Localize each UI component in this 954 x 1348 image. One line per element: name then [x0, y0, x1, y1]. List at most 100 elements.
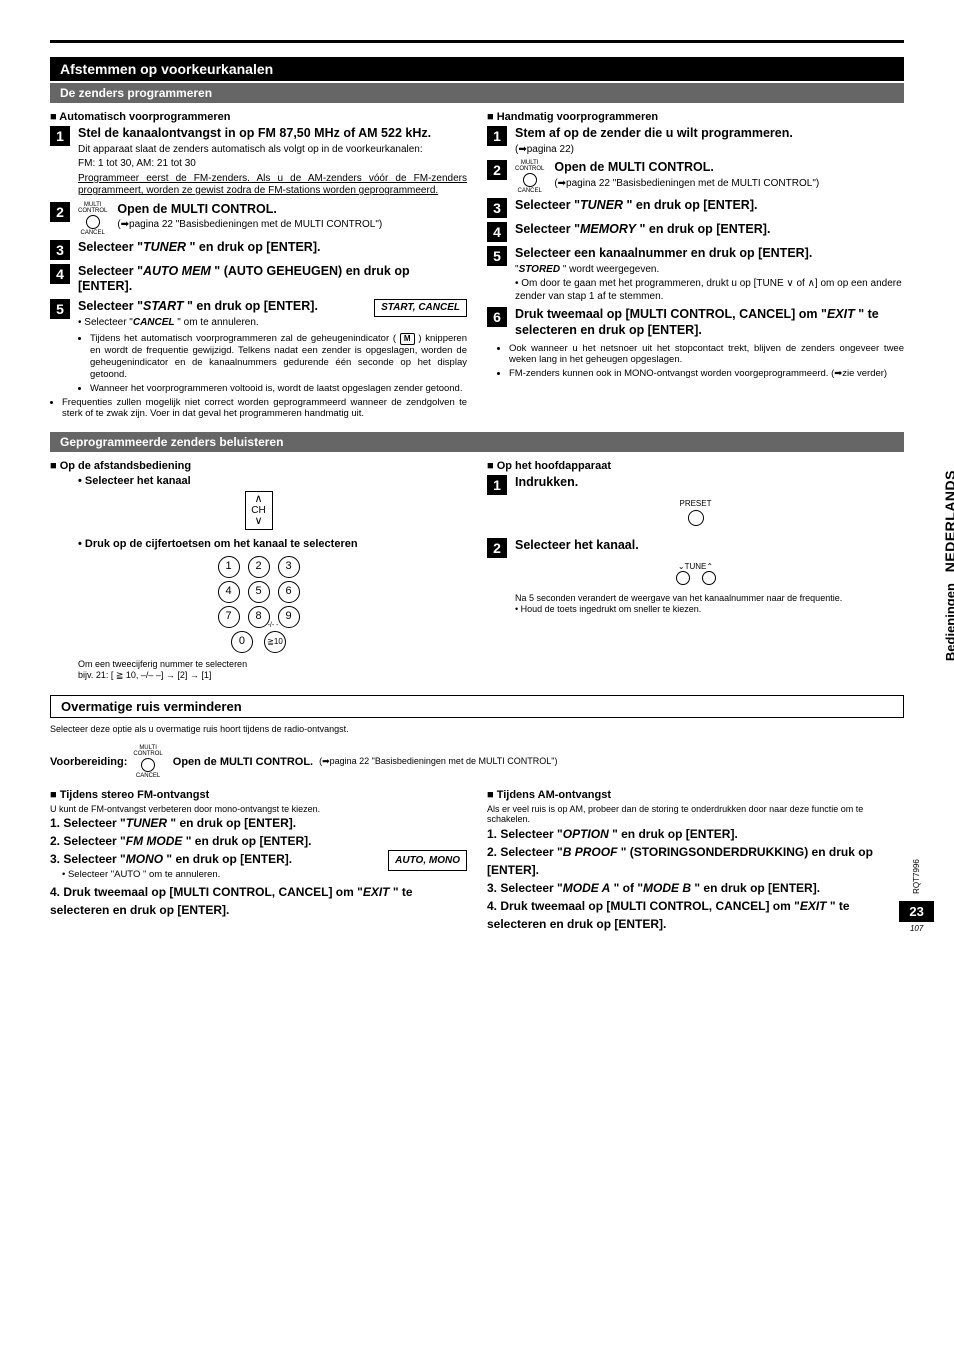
programming-columns: ■ Automatisch voorprogrammeren 1 Stel de…: [50, 109, 904, 422]
chevron-up-icon: ⌃: [706, 562, 713, 571]
t: Op het hoofdapparaat: [497, 460, 611, 472]
fm-step2: 2. Selecteer "FM MODE " en druk op [ENTE…: [50, 832, 467, 850]
t: STORED: [519, 264, 561, 275]
listen-main-col: ■ Op het hoofdapparaat 1 Indrukken. PRES…: [487, 458, 904, 681]
section-title-programming: De zenders programmeren: [50, 83, 904, 103]
section-title-main: Afstemmen op voorkeurkanalen: [50, 57, 904, 81]
preset-button-icon: PRESET: [487, 499, 904, 528]
chevron-down-icon: ⌄: [678, 562, 685, 571]
noise-am-intro: Als er veel ruis is op AM, probeer dan d…: [487, 804, 904, 826]
auto-step4: 4 Selecteer "AUTO MEM " (AUTO GEHEUGEN) …: [50, 264, 467, 295]
step-number: 1: [50, 126, 70, 146]
noise-am-heading: ■ Tijdens AM-ontvangst: [487, 789, 904, 801]
key-1: 1: [218, 556, 240, 578]
t: " en druk op [ENTER].: [184, 299, 318, 313]
noise-prep-note: (➡pagina 22 "Basisbedieningen met de MUL…: [319, 756, 557, 767]
t: 1. Selecteer ": [487, 827, 563, 841]
t: " om te annuleren.: [175, 317, 259, 328]
auto-step5: 5 START, CANCEL Selecteer "START " en dr…: [50, 299, 467, 329]
t: AUTO MEM: [143, 264, 211, 278]
noise-prep-cmd: Open de MULTI CONTROL.: [173, 756, 313, 768]
am-step1: 1. Selecteer "OPTION " en druk op [ENTER…: [487, 825, 904, 843]
section-title-listen: Geprogrammeerde zenders beluisteren: [50, 432, 904, 452]
t: Selecteer ": [78, 240, 143, 254]
listen-remote-heading: ■ Op de afstandsbediening: [50, 460, 467, 472]
t: EXIT: [800, 899, 827, 913]
noise-prep-label: Voorbereiding:: [50, 756, 127, 768]
dialpad: 123 456 789 0 -/- - ≧10: [50, 556, 467, 653]
t: Selecteer een kanaalnummer en druk op [E…: [515, 246, 812, 260]
t: TUNER: [580, 198, 623, 212]
tune-up-circle-icon: [702, 571, 716, 585]
t: CANCEL: [518, 188, 542, 194]
step-number: 2: [487, 538, 507, 558]
t: START: [143, 299, 184, 313]
noise-fm-heading: ■ Tijdens stereo FM-ontvangst: [50, 789, 467, 801]
t: 3. Selecteer ": [50, 852, 126, 866]
t: OPTION: [563, 827, 609, 841]
t: MEMORY: [580, 222, 636, 236]
auto-step3: 3 Selecteer "TUNER " en druk op [ENTER].: [50, 240, 467, 260]
key-7: 7: [218, 606, 240, 628]
key-6: 6: [278, 581, 300, 603]
fm-step4: 4. Druk tweemaal op [MULTI CONTROL, CANC…: [50, 883, 467, 919]
multi-control-icon: MULTI CONTROL CANCEL: [78, 202, 107, 236]
auto-step1-line2: FM: 1 tot 30, AM: 21 tot 30: [78, 158, 467, 171]
side-tabs: Bedieningen NEDERLANDS: [942, 470, 954, 661]
t: MODE B: [643, 881, 691, 895]
multi-control-icon: MULTI CONTROL CANCEL: [515, 160, 544, 194]
t: EXIT: [827, 307, 855, 321]
step-number: 4: [487, 222, 507, 242]
step-number: 1: [487, 475, 507, 495]
key-minus-label: -/- -: [262, 622, 284, 630]
auto-note2: Wanneer het voorprogrammeren voltooid is…: [90, 383, 467, 395]
noise-prep: Voorbereiding: MULTI CONTROL CANCEL Open…: [50, 745, 904, 779]
t: " en druk op [ENTER].: [163, 852, 292, 866]
ch-updown-icon: ∧ CH ∨: [245, 491, 273, 530]
step-number: 6: [487, 307, 507, 327]
memory-glyph: M: [400, 333, 415, 345]
main-step2: 2 Selecteer het kanaal.: [487, 538, 904, 558]
key-4: 4: [218, 581, 240, 603]
t: Selecteer ": [78, 264, 143, 278]
side-bedieningen: Bedieningen: [943, 583, 954, 661]
manual-step4: 4 Selecteer "MEMORY " en druk op [ENTER]…: [487, 222, 904, 242]
am-step2: 2. Selecteer "B PROOF " (STORINGSONDERDR…: [487, 843, 904, 879]
manual-step1: 1 Stem af op de zender die u wilt progra…: [487, 126, 904, 156]
t: Selecteer ": [78, 299, 143, 313]
t: 1. Selecteer ": [50, 816, 126, 830]
t: 2. Selecteer ": [487, 845, 563, 859]
t: Tijdens AM-ontvangst: [497, 789, 611, 801]
chevron-up-icon: ∧: [246, 494, 272, 505]
manual-note2: FM-zenders kunnen ook in MONO-ontvangst …: [509, 368, 904, 380]
manual-heading-text: Handmatig voorprogrammeren: [497, 111, 658, 123]
auto-note1: Tijdens het automatisch voorprogrammeren…: [90, 333, 467, 381]
manual-notes: Ook wanneer u het netsnoer uit het stopc…: [497, 343, 904, 381]
side-nederlands: NEDERLANDS: [942, 470, 954, 572]
t: " of ": [610, 881, 643, 895]
manual-step5: 5 Selecteer een kanaalnummer en druk op …: [487, 246, 904, 303]
t: " en druk op [ENTER].: [186, 240, 320, 254]
t: Op de afstandsbediening: [60, 460, 191, 472]
t: (➡pagina 22): [515, 144, 904, 157]
auto-heading-text: Automatisch voorprogrammeren: [59, 111, 230, 123]
step210: 2: [487, 160, 507, 180]
t: " wordt weergegeven.: [560, 264, 659, 275]
manual-column: ■ Handmatig voorprogrammeren 1 Stem af o…: [487, 109, 904, 422]
manual-step3: 3 Selecteer "TUNER " en druk op [ENTER].: [487, 198, 904, 218]
listen-remote-select: Selecteer het kanaal: [85, 475, 191, 487]
t: Om door te gaan met het programmeren, dr…: [515, 278, 902, 302]
t: 2. Selecteer ": [50, 834, 126, 848]
step-number: 5: [487, 246, 507, 266]
listen-remote-numkeys: Druk op de cijfertoetsen om het kanaal t…: [85, 538, 358, 550]
t: CANCEL: [133, 317, 175, 328]
noise-columns: ■ Tijdens stereo FM-ontvangst U kunt de …: [50, 787, 904, 934]
auto-step2-note: (➡pagina 22 "Basisbedieningen met de MUL…: [117, 219, 467, 232]
t: Open de MULTI CONTROL.: [554, 160, 713, 174]
main-note2: Houd de toets ingedrukt om sneller te ki…: [521, 604, 702, 614]
fm-step3: AUTO, MONO 3. Selecteer "MONO " en druk …: [50, 850, 467, 882]
multi-label-bot: CANCEL: [81, 230, 105, 236]
two-digit-l2: bijv. 21: [ ≧ 10, –/– –] → [2] → [1]: [78, 670, 467, 681]
noise-intro: Selecteer deze optie als u overmatige ru…: [50, 724, 904, 735]
manual-heading: ■ Handmatig voorprogrammeren: [487, 111, 904, 123]
